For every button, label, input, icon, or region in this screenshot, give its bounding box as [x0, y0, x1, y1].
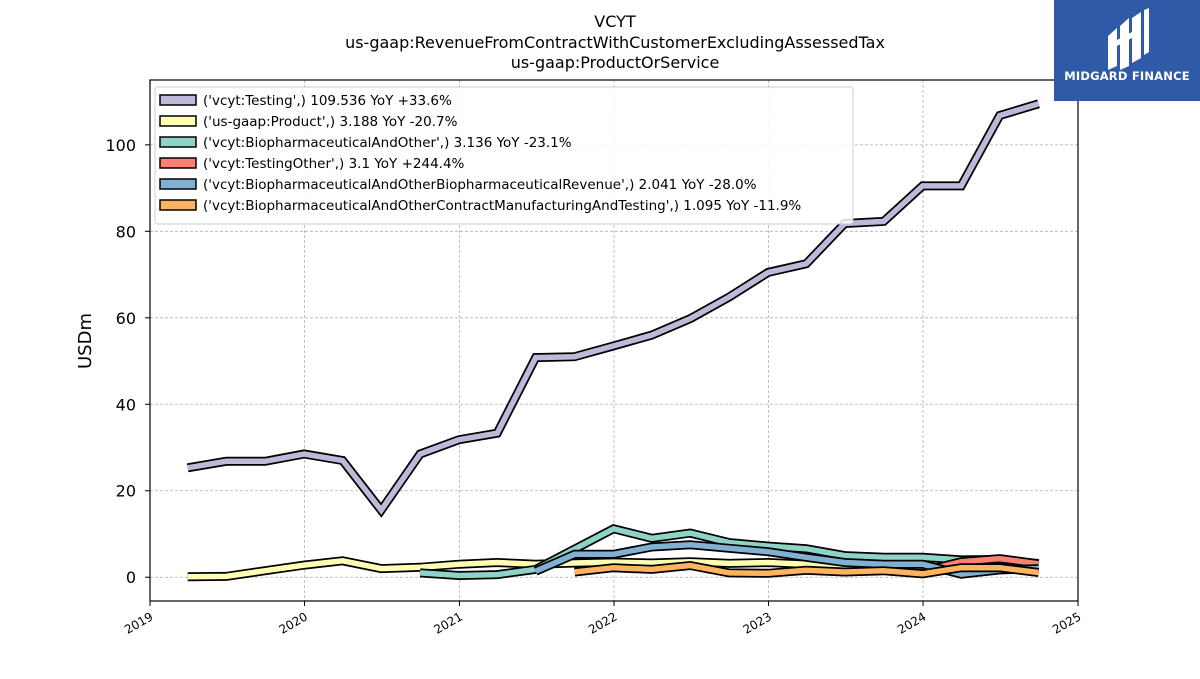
y-tick-label: 80 — [116, 222, 136, 241]
legend-entry: ('vcyt:BiopharmaceuticalAndOtherContract… — [203, 198, 801, 214]
legend-swatch — [159, 136, 197, 148]
y-tick-label: 0 — [126, 568, 136, 587]
series-line — [574, 562, 1039, 577]
legend-swatch — [159, 157, 197, 169]
brand-logo: MIDGARD FINANCE — [1054, 0, 1200, 101]
x-tick-label: 2022 — [586, 609, 619, 636]
y-tick-label: 60 — [116, 309, 136, 328]
series-line — [187, 101, 1040, 515]
x-tick-label: 2023 — [741, 609, 774, 636]
legend-entry: ('vcyt:Testing',) 109.536 YoY +33.6% — [203, 93, 452, 109]
legend-swatch — [159, 199, 197, 211]
chart-title: VCYT — [594, 12, 636, 31]
x-tick-label: 2020 — [277, 609, 310, 636]
legend-box — [154, 86, 854, 225]
series-line — [419, 525, 1039, 579]
x-tick-label: 2024 — [895, 609, 928, 636]
y-tick-label: 20 — [116, 482, 136, 501]
logo-text: MIDGARD FINANCE — [1064, 69, 1190, 83]
y-tick-label: 40 — [116, 395, 136, 414]
legend-swatch — [159, 94, 197, 106]
legend-entry: ('vcyt:BiopharmaceuticalAndOtherBiopharm… — [203, 177, 757, 193]
x-tick-label: 2021 — [432, 609, 465, 636]
legend-entry: ('us-gaap:Product',) 3.188 YoY -20.7% — [203, 114, 458, 130]
chart-subtitle: us-gaap:ProductOrService — [511, 53, 720, 72]
legend-entry: ('vcyt:BiopharmaceuticalAndOther',) 3.13… — [203, 135, 572, 151]
chart-subtitle: us-gaap:RevenueFromContractWithCustomerE… — [345, 33, 885, 52]
legend-swatch — [159, 178, 197, 190]
y-axis-label: USDm — [75, 313, 96, 369]
legend-swatch — [159, 115, 197, 127]
legend: ('vcyt:Testing',) 109.536 YoY +33.6% ('us… — [154, 86, 854, 225]
legend-entry: ('vcyt:TestingOther',) 3.1 YoY +244.4% — [203, 156, 465, 172]
x-tick-label: 2025 — [1050, 609, 1083, 636]
x-tick-label: 2019 — [122, 609, 155, 636]
y-tick-label: 100 — [105, 136, 136, 155]
logo-mark-icon — [1108, 8, 1149, 70]
